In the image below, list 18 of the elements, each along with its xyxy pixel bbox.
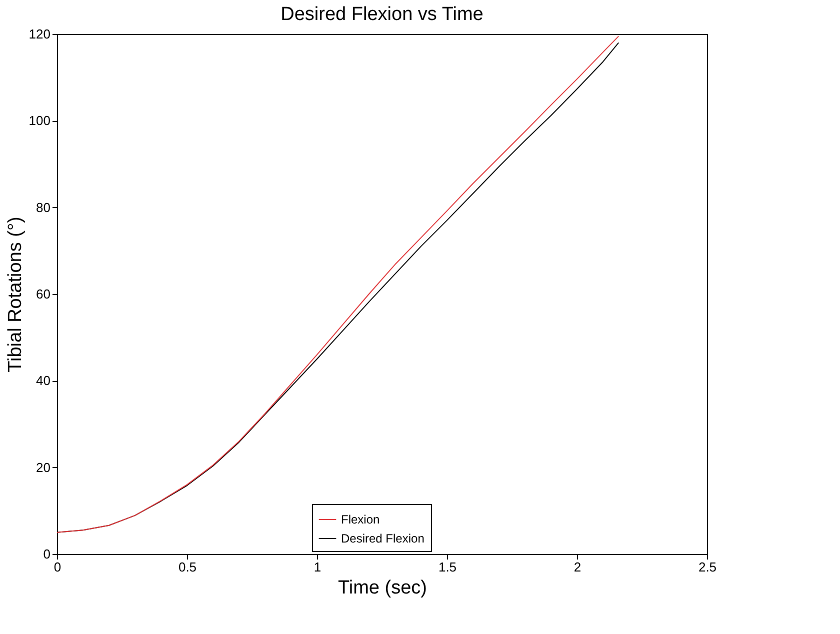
legend-label: Desired Flexion <box>341 532 424 546</box>
x-tick-label: 0 <box>54 560 62 574</box>
y-tick-label: 60 <box>36 286 50 302</box>
x-tick-label: 2.5 <box>698 560 717 574</box>
x-tick-label: 1 <box>314 560 322 574</box>
y-tick-label: 100 <box>28 113 50 128</box>
x-tick-label: 1.5 <box>438 560 457 574</box>
y-tick-label: 80 <box>36 200 50 215</box>
chart-title: Desired Flexion vs Time <box>280 4 484 25</box>
legend-label: Flexion <box>341 512 380 526</box>
y-tick-label: 20 <box>36 460 50 475</box>
y-axis-title: Tibial Rotations (°) <box>4 216 26 372</box>
y-tick-label: 40 <box>36 373 50 388</box>
y-tick-label: 0 <box>43 546 50 562</box>
x-axis-title: Time (sec) <box>338 578 428 598</box>
x-tick-label: 0.5 <box>178 560 197 574</box>
x-tick-label: 2 <box>574 560 582 574</box>
y-tick-label: 120 <box>28 26 50 42</box>
